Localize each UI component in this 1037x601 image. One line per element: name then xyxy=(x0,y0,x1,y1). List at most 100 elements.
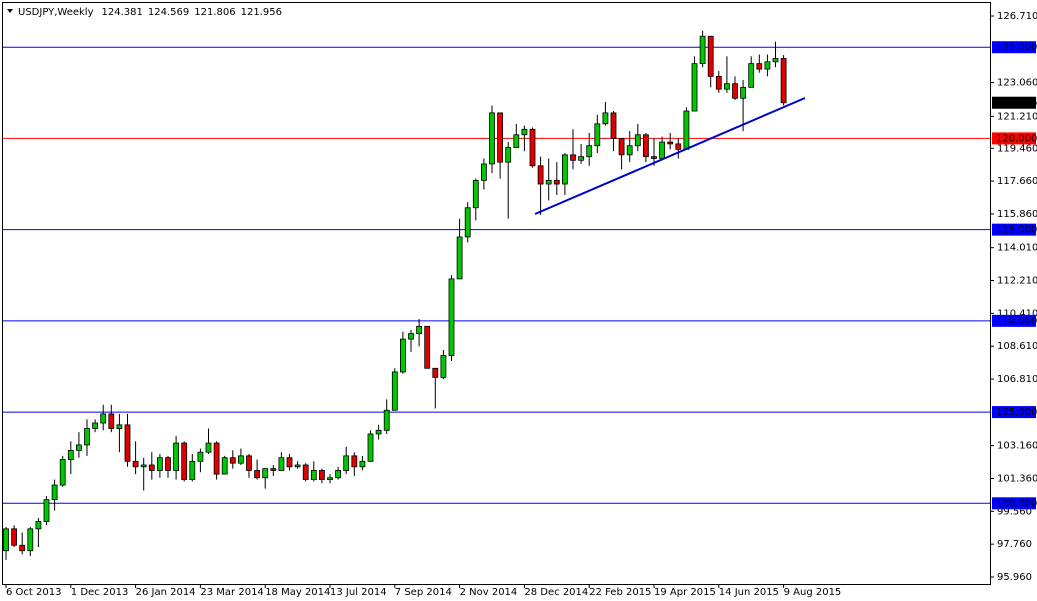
candle-body xyxy=(764,61,771,70)
y-tick-label: 103.160 xyxy=(997,441,1037,452)
level-box xyxy=(992,132,1036,145)
candle-body xyxy=(27,528,34,552)
candle-body xyxy=(489,112,495,165)
y-tick-label: 97.760 xyxy=(997,539,1032,550)
y-tick-label: 112.210 xyxy=(997,276,1037,287)
candle-body xyxy=(367,433,374,462)
candle-body xyxy=(35,521,42,530)
header-high: 124.569 xyxy=(148,7,189,18)
y-tick-label: 119.460 xyxy=(997,143,1037,154)
candle-body xyxy=(651,156,657,159)
candle-body xyxy=(618,138,625,156)
candle-body xyxy=(43,499,50,522)
candle-body xyxy=(213,442,220,475)
candle-body xyxy=(84,428,90,446)
candle-body xyxy=(173,442,180,471)
x-tick-label: 23 Mar 2014 xyxy=(200,587,263,598)
level-label: 105.000 xyxy=(996,407,1037,418)
candle-body xyxy=(262,468,269,479)
level-box xyxy=(992,41,1036,54)
levels-layer xyxy=(3,46,990,504)
candle-body xyxy=(456,236,463,280)
level-box xyxy=(992,314,1036,327)
y-tick-label: 115.860 xyxy=(997,209,1037,220)
candle-body xyxy=(165,457,171,471)
candle-body xyxy=(448,278,455,356)
candle-body xyxy=(578,156,584,161)
candle-body xyxy=(659,141,665,159)
x-tick-label: 9 Aug 2015 xyxy=(784,587,842,598)
x-tick-label: 19 Apr 2015 xyxy=(654,587,716,598)
candle-body xyxy=(432,367,439,378)
candle-body xyxy=(464,207,471,238)
candle-body xyxy=(92,422,98,429)
candle-body xyxy=(772,58,779,63)
candle-body xyxy=(278,457,285,471)
candle-body xyxy=(51,484,58,501)
candle-body xyxy=(189,460,196,480)
candle-body xyxy=(286,457,293,468)
header-low: 121.806 xyxy=(194,7,235,18)
candle-body xyxy=(270,468,277,471)
candle-body xyxy=(715,75,722,90)
x-tick-label: 13 Jul 2014 xyxy=(330,587,387,598)
header-open: 124.381 xyxy=(102,7,143,18)
candle-body xyxy=(586,145,593,158)
candle-body xyxy=(294,464,301,468)
candle-body xyxy=(302,464,309,480)
candle-body xyxy=(424,325,431,369)
x-tick-label: 7 Sep 2014 xyxy=(395,587,452,598)
level-label: 110.000 xyxy=(996,316,1037,327)
candle-body xyxy=(707,35,714,77)
candle-body xyxy=(221,457,228,475)
candle-body xyxy=(383,409,390,431)
candle-body xyxy=(3,528,9,552)
level-label: 115.000 xyxy=(996,225,1037,236)
candle-body xyxy=(156,457,163,471)
y-tick-label: 114.010 xyxy=(997,243,1037,254)
candle-body xyxy=(132,460,139,468)
candle-body xyxy=(116,424,123,429)
candle-body xyxy=(513,134,520,148)
candle-body xyxy=(351,455,358,468)
menu-triangle xyxy=(7,9,13,13)
candle-body xyxy=(667,141,674,145)
candle-body xyxy=(740,86,746,99)
candle-body xyxy=(359,460,366,468)
candle-body xyxy=(375,429,382,435)
candle-body xyxy=(634,134,641,147)
candle-body xyxy=(124,424,131,462)
trend-line xyxy=(534,97,806,215)
y-tick-label: 123.060 xyxy=(997,78,1037,89)
header-close: 121.956 xyxy=(241,7,282,18)
last-price-box xyxy=(992,96,1036,109)
candle-body xyxy=(626,145,633,156)
candle-body xyxy=(108,413,115,429)
candle-body xyxy=(553,179,560,185)
candle-body xyxy=(602,112,609,125)
x-tick-label: 26 Jan 2014 xyxy=(136,587,196,598)
candle-body xyxy=(594,123,601,147)
candle-body xyxy=(562,154,568,185)
axis-layer: 126.710 123.060 121.210 119.460 117.660 115.8… xyxy=(5,11,1037,598)
y-tick-label: 101.360 xyxy=(997,473,1037,484)
candle-body xyxy=(756,63,763,70)
x-tick-label: 18 May 2014 xyxy=(265,587,330,598)
candle-body xyxy=(254,470,261,479)
level-box xyxy=(992,406,1036,419)
y-tick-label: 110.410 xyxy=(997,308,1037,319)
plot-border xyxy=(2,2,991,585)
candle-body xyxy=(537,165,544,185)
candle-body xyxy=(327,477,333,480)
y-tick-label: 121.210 xyxy=(997,111,1037,122)
last-price-label: 121.956 xyxy=(996,98,1037,109)
candle-body xyxy=(497,112,504,163)
candle-body xyxy=(237,455,244,464)
y-tick-label: 108.610 xyxy=(997,341,1037,352)
candle-body xyxy=(683,110,690,150)
candle-body xyxy=(76,444,82,451)
candle-body xyxy=(246,455,252,471)
candle-body xyxy=(310,470,317,480)
symbol: USDJPY,Weekly xyxy=(18,7,94,18)
candle-body xyxy=(732,83,738,99)
